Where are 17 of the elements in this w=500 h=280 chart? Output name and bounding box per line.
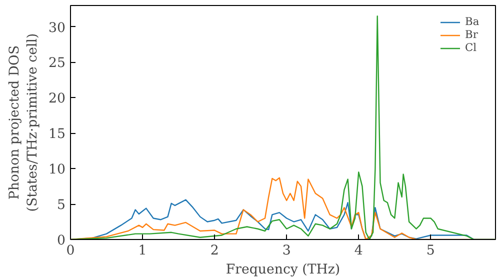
y-tick-label: 20 [48, 92, 66, 107]
x-tick-label: 4 [354, 244, 363, 258]
y-tick-label: 25 [48, 56, 66, 72]
y-tick-label: 10 [48, 162, 66, 178]
y-tick-label: 0 [57, 234, 66, 248]
x-tick-label: 5 [426, 244, 435, 258]
x-tick-label: 2 [210, 244, 219, 258]
y-tick-label: 30 [48, 20, 66, 36]
legend-label: Ba [465, 15, 480, 28]
y-tick-label: 5 [57, 198, 66, 214]
x-tick-label: 1 [138, 244, 147, 258]
legend-label: Cl [465, 41, 478, 54]
legend-label: Br [465, 28, 479, 41]
x-tick-label: 3 [282, 244, 291, 258]
x-axis-title: Frequency (THz) [226, 262, 340, 278]
y-tick-label: 15 [48, 127, 66, 142]
y-axis-title: Phonon projected DOS (States/THz·primitive cell) [8, 33, 41, 212]
